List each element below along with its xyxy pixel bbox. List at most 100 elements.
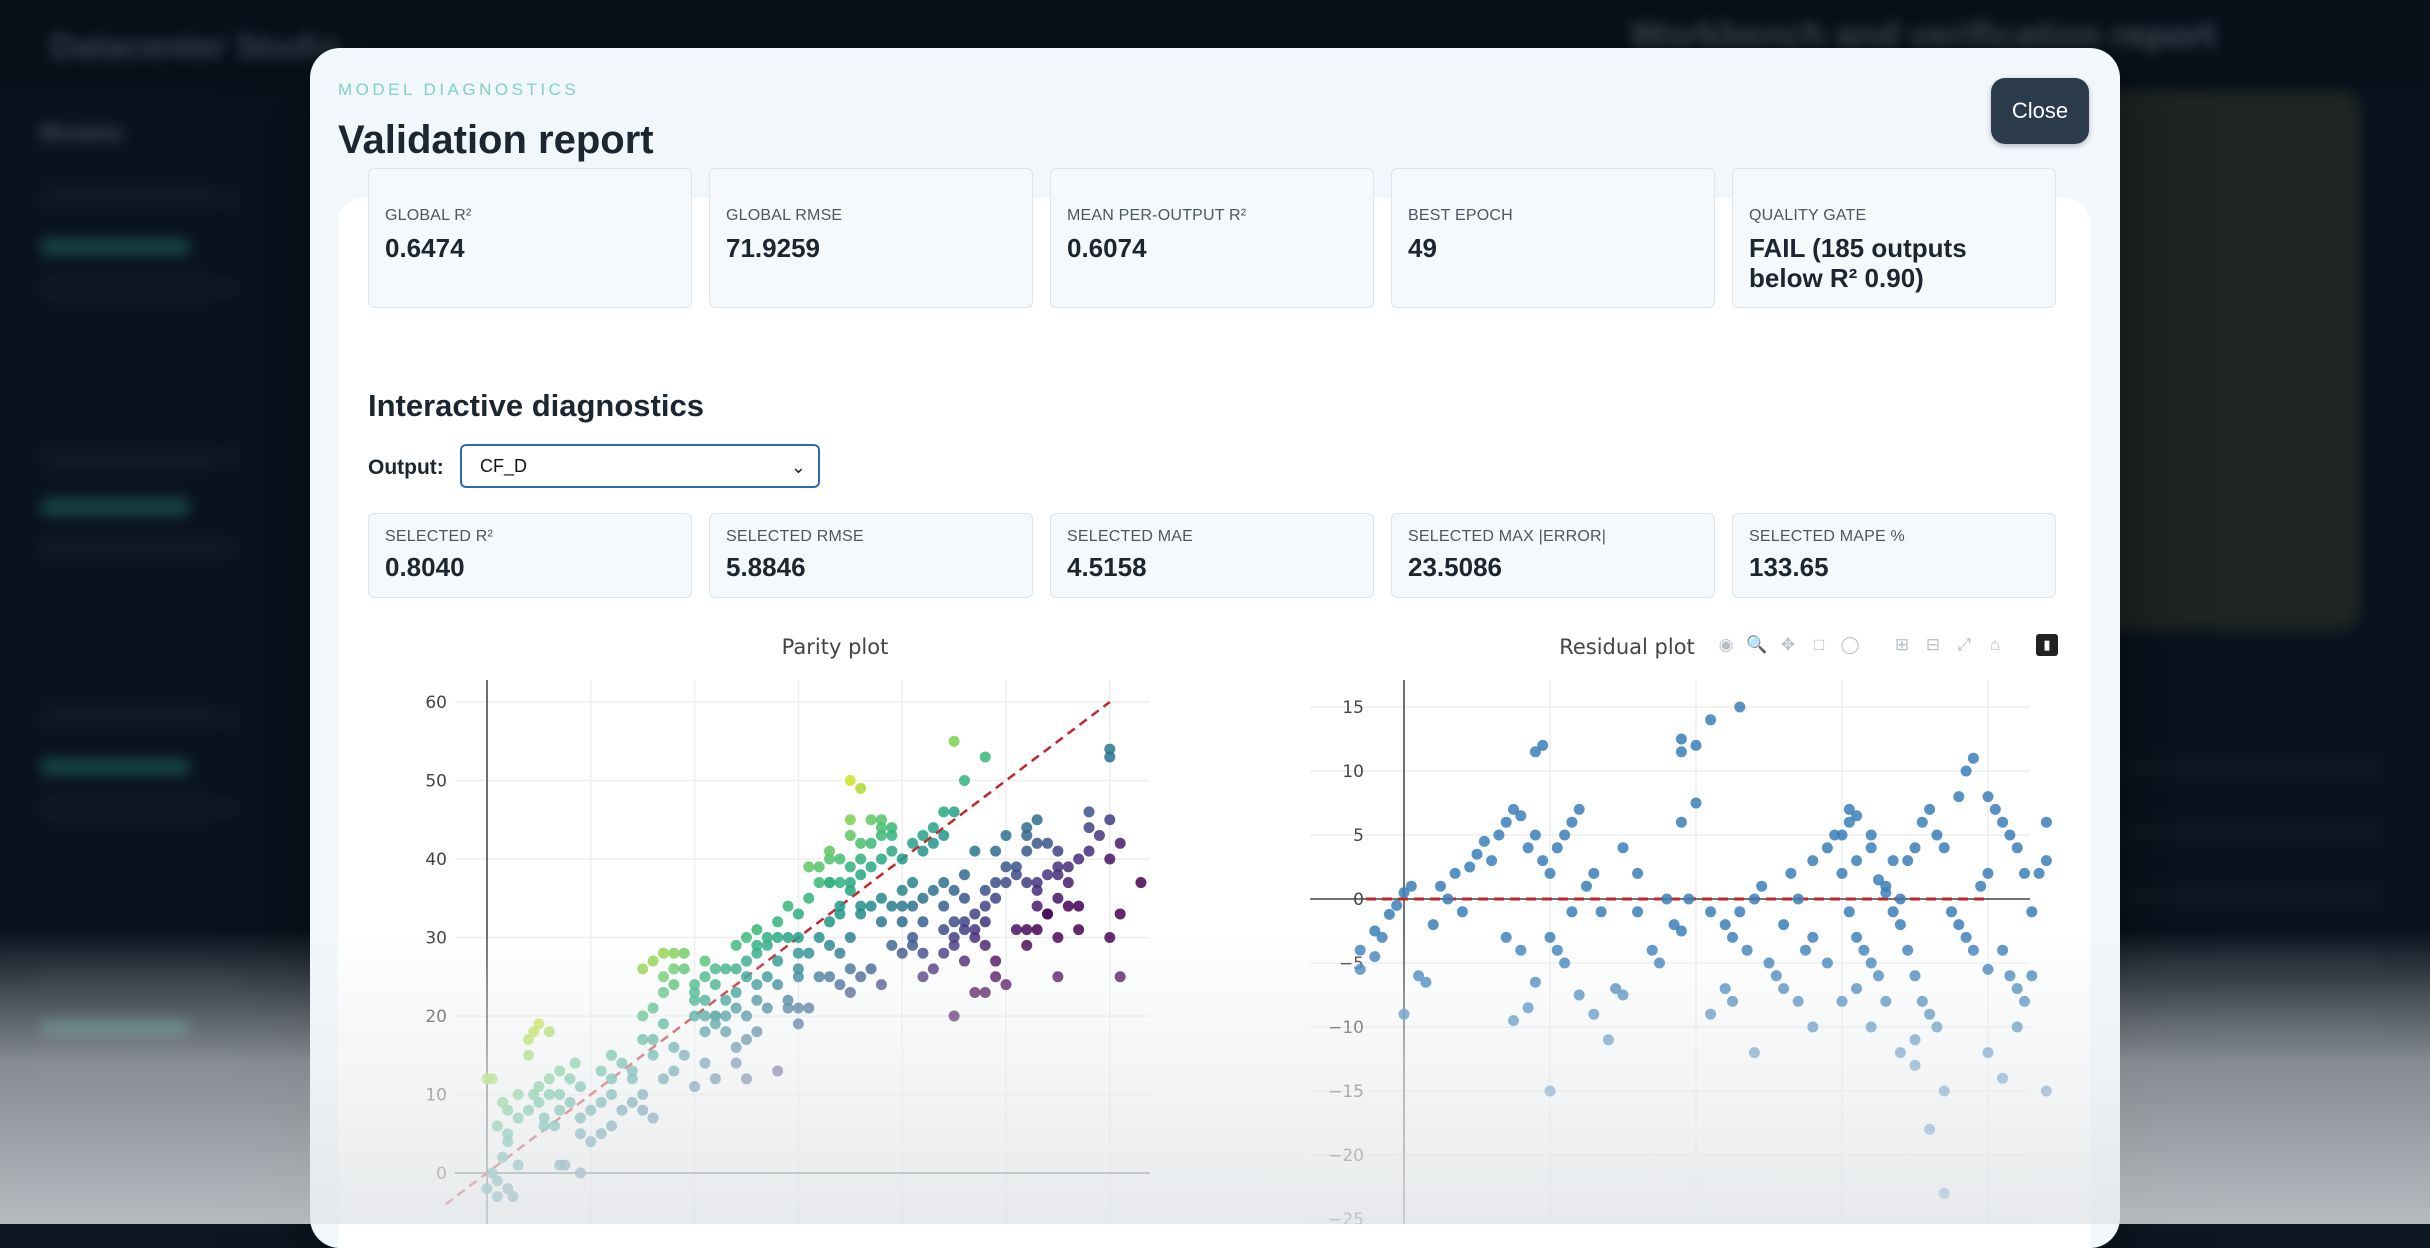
data-point: [969, 908, 981, 920]
data-point: [1785, 867, 1797, 879]
data-point: [1010, 861, 1022, 873]
data-point: [709, 963, 721, 975]
close-button[interactable]: Close: [1991, 78, 2089, 144]
metric-label: GLOBAL R²: [385, 207, 472, 224]
data-point: [772, 932, 784, 943]
data-point: [1902, 855, 1914, 867]
data-point: [979, 884, 991, 896]
data-point: [907, 837, 919, 849]
data-point: [1383, 908, 1395, 920]
data-point: [512, 1112, 524, 1124]
data-point: [720, 963, 732, 975]
data-point: [1073, 900, 1085, 912]
data-point: [1748, 893, 1760, 905]
data-point: [824, 916, 836, 928]
data-point: [606, 1089, 618, 1100]
reset-axes-icon[interactable]: ⌂: [1989, 635, 2001, 654]
data-point: [751, 994, 763, 1006]
data-point: [1690, 797, 1702, 809]
data-point: [834, 877, 846, 889]
modal-eyebrow: MODEL DIAGNOSTICS: [338, 80, 580, 99]
data-point: [741, 955, 752, 967]
data-point: [938, 829, 950, 841]
data-point: [844, 884, 856, 896]
data-point: [844, 986, 856, 998]
zoom-out-icon[interactable]: ⊟: [1925, 635, 1941, 654]
data-point: [1021, 877, 1033, 889]
data-point: [855, 900, 867, 912]
data-point: [1031, 884, 1043, 896]
data-point: [741, 1073, 752, 1085]
data-point: [855, 869, 867, 881]
data-point: [699, 1026, 711, 1038]
metric-label: SELECTED RMSE: [726, 528, 864, 545]
data-point: [1588, 867, 1600, 879]
plotly-logo-icon[interactable]: ▮: [2036, 634, 2058, 656]
box-select-icon[interactable]: □: [1813, 635, 1825, 654]
data-point: [533, 1096, 545, 1108]
camera-icon[interactable]: ◉: [1718, 635, 1734, 654]
data-point: [1052, 869, 1064, 881]
data-point: [2004, 829, 2016, 841]
data-point: [538, 1120, 550, 1132]
data-point: [1967, 944, 1979, 956]
data-point: [958, 892, 970, 904]
zoom-icon[interactable]: 🔍: [1746, 635, 1768, 654]
data-point: [792, 1002, 804, 1014]
data-point: [1705, 1008, 1717, 1020]
data-point: [1916, 816, 1928, 828]
data-point: [834, 979, 846, 991]
data-point: [730, 1057, 742, 1069]
lasso-icon[interactable]: ◯: [1840, 635, 1860, 654]
data-point: [1529, 829, 1541, 841]
data-point: [1420, 976, 1432, 988]
data-point: [595, 1128, 607, 1140]
zoom-in-icon[interactable]: ⊞: [1894, 635, 1910, 654]
data-point: [948, 1010, 960, 1022]
data-point: [1778, 983, 1790, 995]
data-point: [1602, 1034, 1614, 1046]
data-point: [1062, 900, 1074, 912]
data-point: [1880, 887, 1892, 899]
data-point: [1734, 906, 1746, 918]
data-point: [844, 932, 856, 943]
data-point: [917, 916, 929, 928]
output-select[interactable]: CF_D ⌄: [460, 444, 820, 488]
data-point: [1500, 816, 1512, 828]
data-point: [1756, 880, 1768, 892]
autoscale-icon[interactable]: ⤢: [1957, 635, 1971, 654]
data-point: [1836, 995, 1848, 1007]
data-point: [491, 1120, 503, 1132]
data-point: [689, 1010, 701, 1022]
data-point: [1052, 845, 1064, 857]
data-point: [813, 932, 825, 943]
metric-label: QUALITY GATE: [1749, 207, 1867, 224]
metric-label: SELECTED MAX |ERROR|: [1408, 528, 1607, 545]
data-point: [1675, 733, 1687, 745]
data-point: [824, 845, 836, 857]
data-point: [699, 1010, 711, 1022]
data-point: [574, 1167, 586, 1179]
data-point: [772, 1065, 784, 1077]
data-point: [875, 822, 887, 834]
data-point: [834, 947, 846, 959]
data-point: [761, 1002, 773, 1014]
metric-value: 133.65: [1749, 552, 1829, 582]
data-point: [709, 1073, 721, 1085]
data-point: [886, 845, 898, 857]
data-point: [689, 1081, 701, 1093]
data-point: [1632, 867, 1644, 879]
data-point: [1042, 869, 1054, 881]
pan-icon[interactable]: ✥: [1780, 635, 1796, 654]
data-point: [1021, 939, 1033, 951]
data-point: [1114, 908, 1126, 920]
data-point: [1052, 861, 1064, 873]
data-point: [844, 829, 856, 841]
data-point: [564, 1096, 576, 1108]
data-point: [2011, 983, 2023, 995]
data-point: [1559, 829, 1571, 841]
plot-title: Parity plot: [782, 635, 889, 659]
data-point: [1544, 931, 1556, 943]
data-point: [1537, 739, 1549, 751]
